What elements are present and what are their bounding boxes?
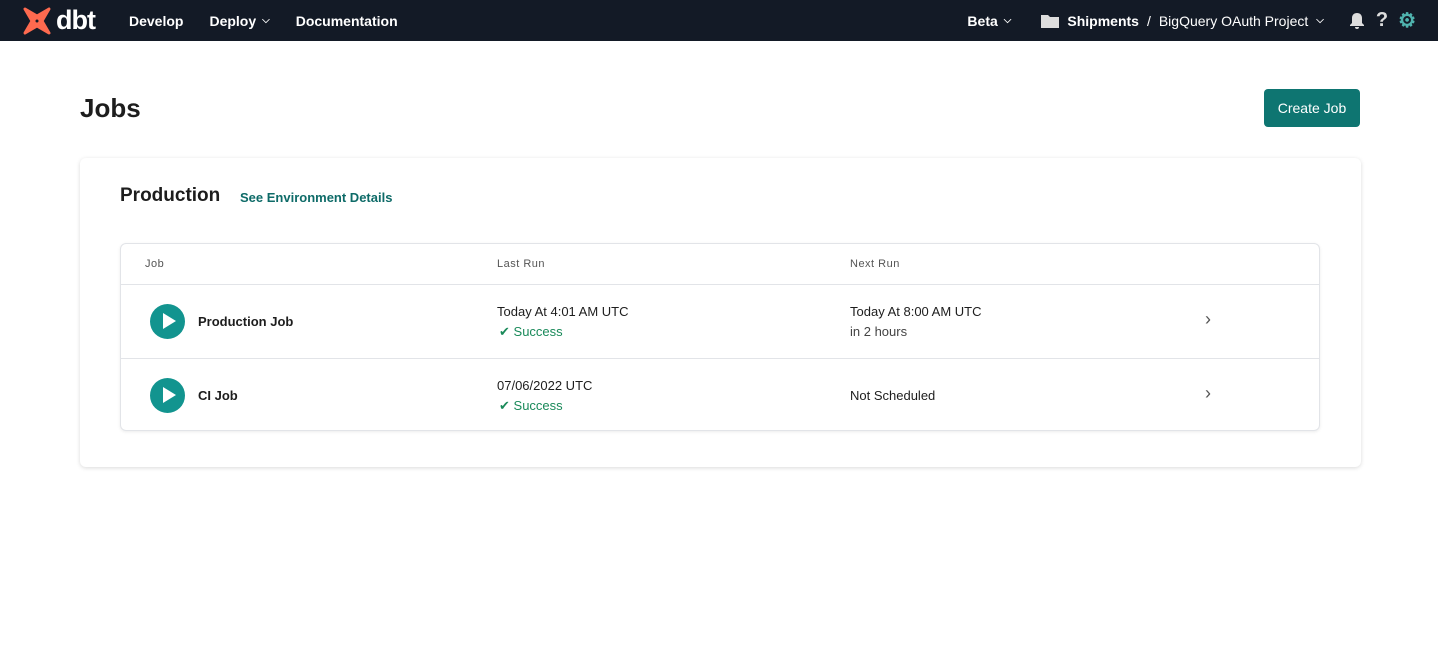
header-next-run: Next Run [850,258,900,270]
chevron-right-icon[interactable]: › [1205,309,1211,329]
status-text: Success [513,324,563,339]
status-badge: ✔ Success [499,398,563,414]
job-name[interactable]: Production Job [198,314,294,329]
gear-icon[interactable]: ⚙ [1398,10,1416,32]
play-icon[interactable] [150,378,185,413]
chevron-down-icon: ⌵ [262,15,270,26]
page-title: Jobs [80,93,141,123]
job-name[interactable]: CI Job [198,388,238,403]
last-run: 07/06/2022 UTC [497,378,593,393]
nav-deploy[interactable]: Deploy ⌵ [209,13,269,29]
chevron-right-icon[interactable]: › [1205,383,1211,403]
nav-documentation[interactable]: Documentation [295,12,398,29]
help-icon[interactable]: ? [1375,9,1389,31]
next-run-relative: in 2 hours [850,324,908,339]
chevron-down-icon: ⌵ [1316,15,1324,26]
chevron-down-icon: ⌵ [1003,15,1012,26]
status-text: Success [513,398,563,413]
jobs-table: Job Last Run Next Run Production Job Tod… [120,243,1320,431]
account-name: Shipments [1067,12,1139,29]
bell-icon[interactable] [1348,12,1366,30]
play-icon[interactable] [150,304,185,339]
logo-text: dbt [56,5,96,35]
environment-name: Production [120,185,221,206]
create-job-button[interactable]: Create Job [1264,89,1360,127]
project-switcher[interactable]: Shipments / BigQuery OAuth Project ⌵ [1041,12,1324,29]
table-row[interactable]: CI Job 07/06/2022 UTC ✔ Success Not Sche… [121,358,1319,431]
folder-icon [1041,14,1060,28]
header-last-run: Last Run [497,258,546,270]
next-run: Today At 8:00 AM UTC [850,304,982,319]
dbt-logo-icon [23,7,51,34]
nav-develop[interactable]: Develop [128,12,184,29]
check-icon: ✔ [499,398,510,413]
environment-card: Production See Environment Details Job L… [80,158,1361,467]
nav-deploy-label: Deploy [209,12,257,29]
separator: / [1146,12,1151,29]
project-name: BigQuery OAuth Project [1158,12,1309,29]
dbt-logo[interactable]: dbt [22,5,96,36]
check-icon: ✔ [499,324,510,339]
table-header: Job Last Run Next Run [121,244,1319,285]
header-job: Job [145,258,165,270]
see-environment-details-link[interactable]: See Environment Details [240,190,393,205]
top-nav: dbt Develop Deploy ⌵ Documentation Beta ⌵ … [0,0,1438,41]
last-run: Today At 4:01 AM UTC [497,304,629,319]
status-badge: ✔ Success [499,324,563,340]
table-row[interactable]: Production Job Today At 4:01 AM UTC ✔ Su… [121,285,1319,358]
next-run: Not Scheduled [850,388,936,403]
beta-label: Beta [967,12,998,29]
beta-menu[interactable]: Beta ⌵ [967,13,1011,29]
